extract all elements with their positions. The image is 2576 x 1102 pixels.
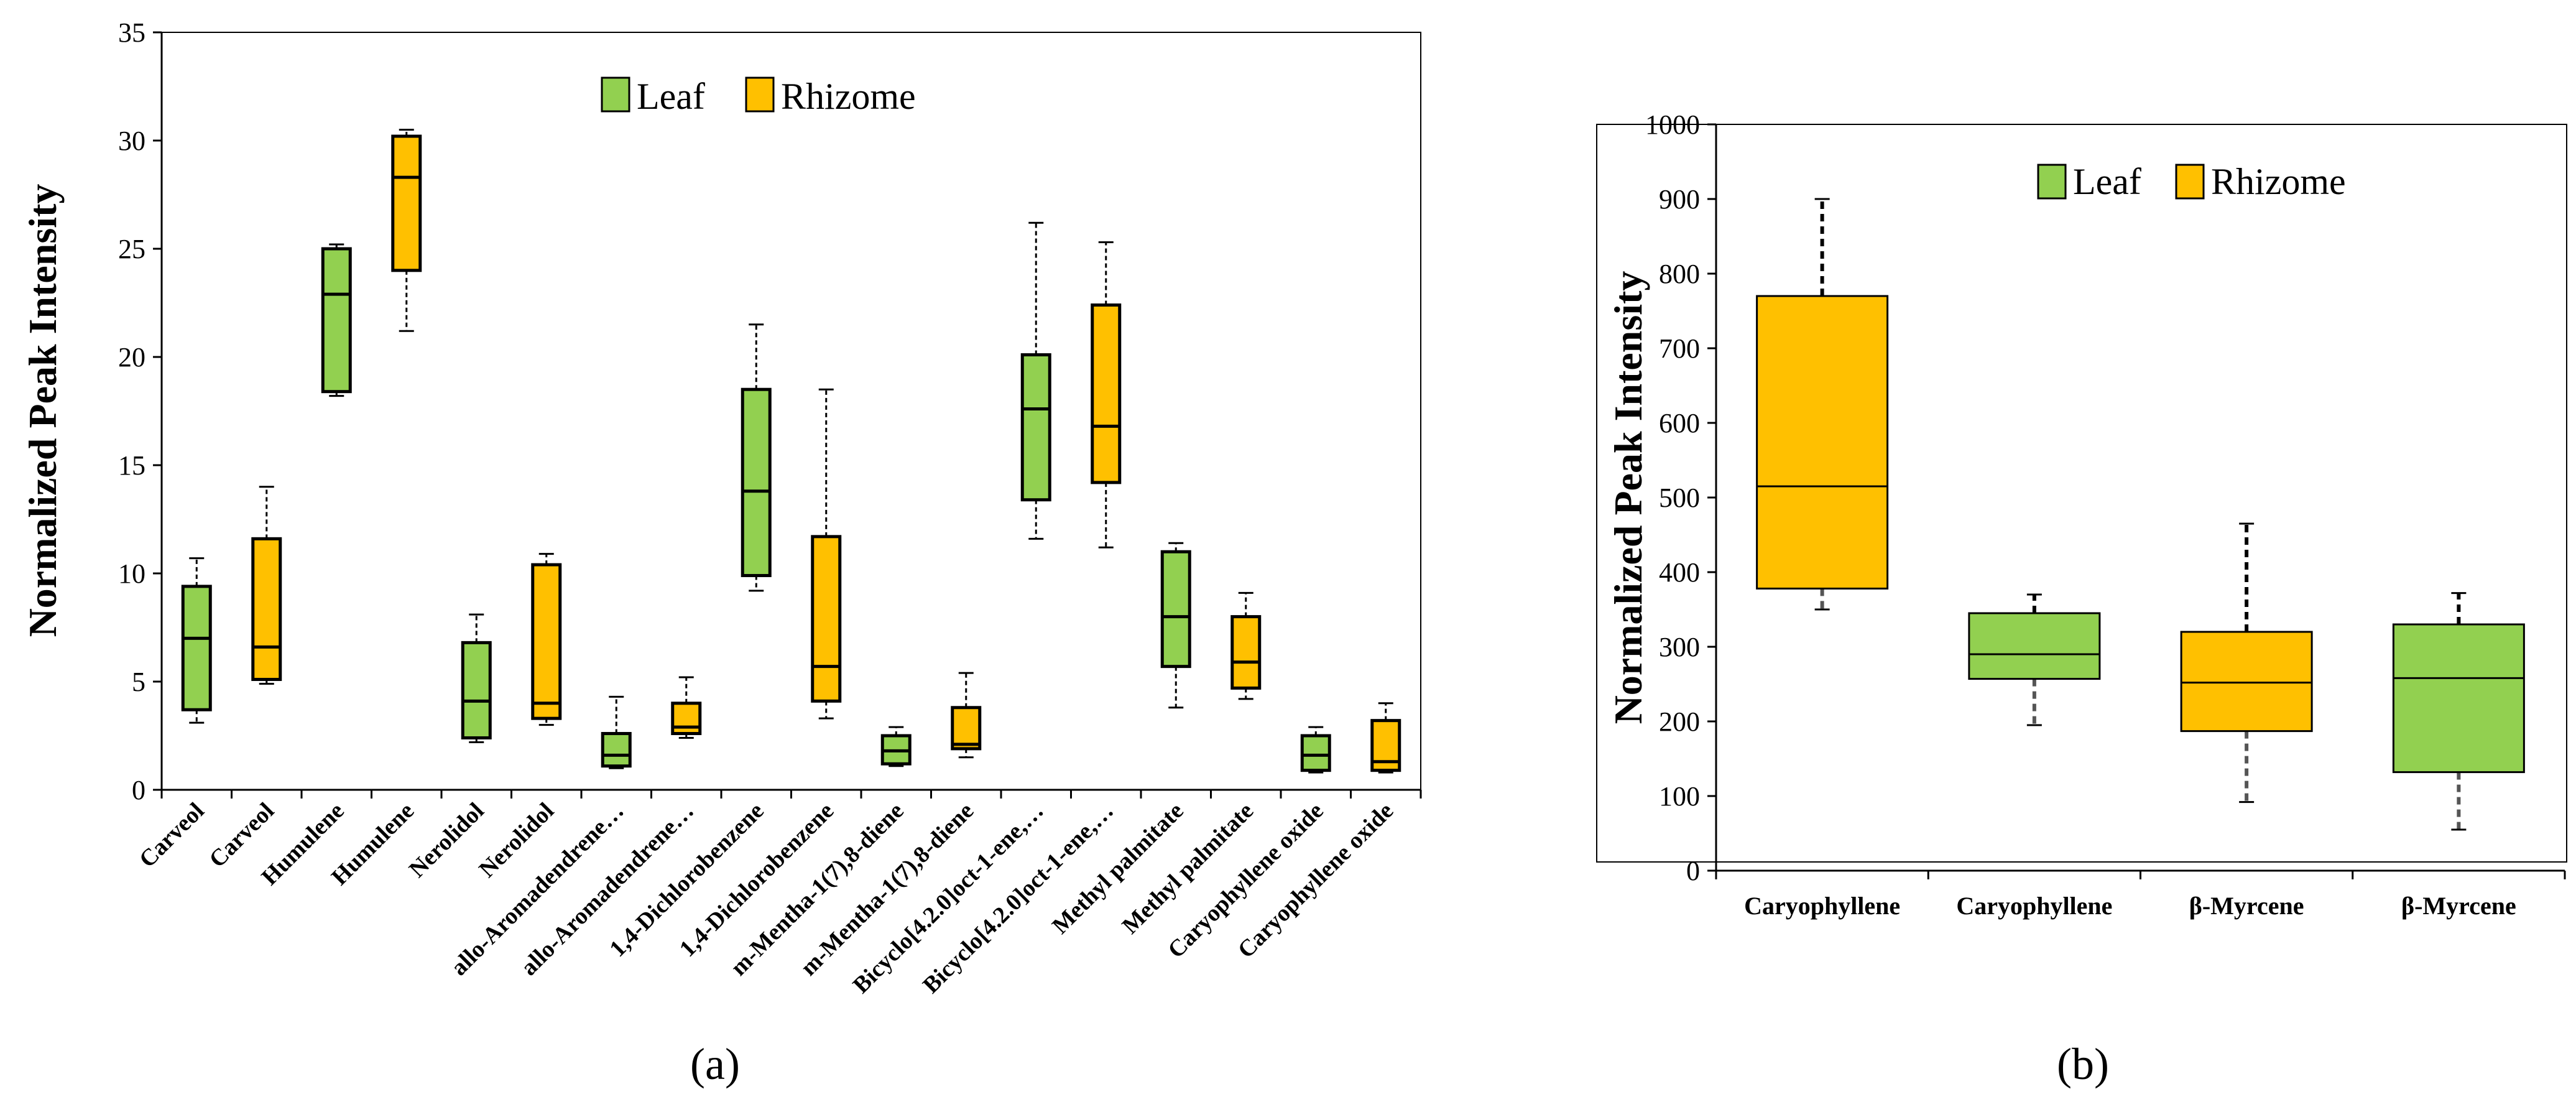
box-leaf-14: [1160, 542, 1191, 709]
box-rhizome-0: [1756, 198, 1889, 611]
box-iqr: [1160, 550, 1191, 669]
box-iqr: [811, 535, 842, 703]
chart-a-legend: Leaf Rhizome: [601, 76, 916, 117]
chart-a-y-axis-title: Normalized Peak Intensity: [21, 184, 65, 637]
category-label: Nerolidol: [404, 798, 489, 883]
y-tick-label: 900: [1659, 184, 1700, 215]
box-leaf-10: [880, 726, 912, 767]
box-leaf-0: [181, 557, 212, 724]
chart-b-plot-frame: [1596, 124, 2567, 863]
box-rhizome-9: [811, 388, 842, 720]
chart-b-y-axis-title: Normalized Peak Intensity: [1606, 271, 1650, 725]
legend-label-rhizome: Rhizome: [2211, 161, 2346, 202]
box-rhizome-2: [2180, 522, 2313, 803]
y-tick-label: 800: [1659, 259, 1700, 289]
box-iqr: [391, 134, 422, 272]
box-iqr: [951, 706, 982, 751]
box-iqr: [1968, 612, 2101, 680]
y-tick-label: 200: [1659, 706, 1700, 737]
box-leaf-1: [1968, 593, 2101, 726]
box-rhizome-17: [1370, 702, 1401, 774]
box-rhizome-1: [251, 486, 282, 685]
legend-swatch-rhizome: [745, 76, 775, 113]
box-rhizome-11: [951, 672, 982, 759]
box-rhizome-15: [1230, 591, 1262, 700]
y-tick-label: 35: [118, 17, 145, 48]
y-tick-label: 25: [118, 234, 145, 264]
legend-swatch-leaf: [601, 76, 630, 113]
box-iqr: [1300, 734, 1331, 772]
category-label: Methyl palmitate: [1047, 798, 1188, 939]
y-tick-label: 0: [132, 775, 145, 805]
box-leaf-2: [321, 243, 352, 397]
y-tick-label: 0: [1686, 856, 1700, 886]
category-label: β-Myrcene: [2189, 892, 2304, 920]
y-tick-label: 15: [118, 450, 145, 481]
box-iqr: [461, 641, 492, 739]
box-iqr: [2392, 623, 2525, 774]
box-leaf-6: [601, 695, 632, 769]
box-iqr: [741, 387, 772, 577]
y-tick-label: 100: [1659, 781, 1700, 812]
panel-label-b: (b): [2057, 1039, 2109, 1089]
category-label: Methyl palmitate: [1117, 798, 1258, 939]
y-tick-label: 300: [1659, 632, 1700, 662]
y-tick-label: 5: [132, 667, 145, 697]
chart-b-legend: Leaf Rhizome: [2037, 161, 2346, 202]
legend-label-leaf: Leaf: [2073, 161, 2141, 202]
box-rhizome-7: [671, 676, 702, 739]
box-leaf-4: [461, 613, 492, 743]
y-tick-label: 500: [1659, 483, 1700, 513]
box-iqr: [1091, 303, 1122, 484]
box-leaf-8: [741, 323, 772, 592]
box-iqr: [181, 585, 212, 711]
box-iqr: [2180, 631, 2313, 733]
box-iqr: [1230, 615, 1262, 690]
category-label: β-Myrcene: [2401, 892, 2516, 920]
box-leaf-3: [2392, 592, 2525, 831]
box-iqr: [1020, 353, 1051, 502]
category-label: Carveol: [134, 798, 210, 873]
legend-swatch-rhizome: [2175, 164, 2205, 200]
y-tick-label: 20: [118, 342, 145, 373]
panel-label-a: (a): [690, 1039, 740, 1089]
legend-label-rhizome: Rhizome: [781, 76, 916, 117]
y-tick-label: 30: [118, 126, 145, 156]
box-iqr: [671, 701, 702, 736]
category-label: Caryophyllene: [1744, 892, 1900, 920]
legend-label-leaf: Leaf: [637, 76, 705, 117]
box-iqr: [531, 563, 562, 720]
box-leaf-12: [1020, 221, 1051, 540]
y-tick-label: 10: [118, 558, 145, 589]
legend-swatch-leaf: [2037, 164, 2067, 200]
chart-b: 0 100 200 300 400 500 600 700 800 900 1000 Caryoph…: [1596, 109, 2567, 1089]
box-iqr: [1756, 295, 1889, 590]
y-tick-label: 700: [1659, 333, 1700, 364]
y-tick-label: 1000: [1645, 109, 1700, 140]
box-leaf-16: [1300, 726, 1331, 774]
box-iqr: [321, 247, 352, 394]
box-rhizome-13: [1091, 241, 1122, 549]
y-tick-label: 600: [1659, 408, 1700, 438]
box-iqr: [601, 732, 632, 768]
y-tick-label: 400: [1659, 557, 1700, 588]
category-label: Caryophyllene: [1956, 892, 2112, 920]
box-iqr: [251, 537, 282, 682]
box-rhizome-5: [531, 553, 562, 726]
box-rhizome-3: [391, 129, 422, 332]
